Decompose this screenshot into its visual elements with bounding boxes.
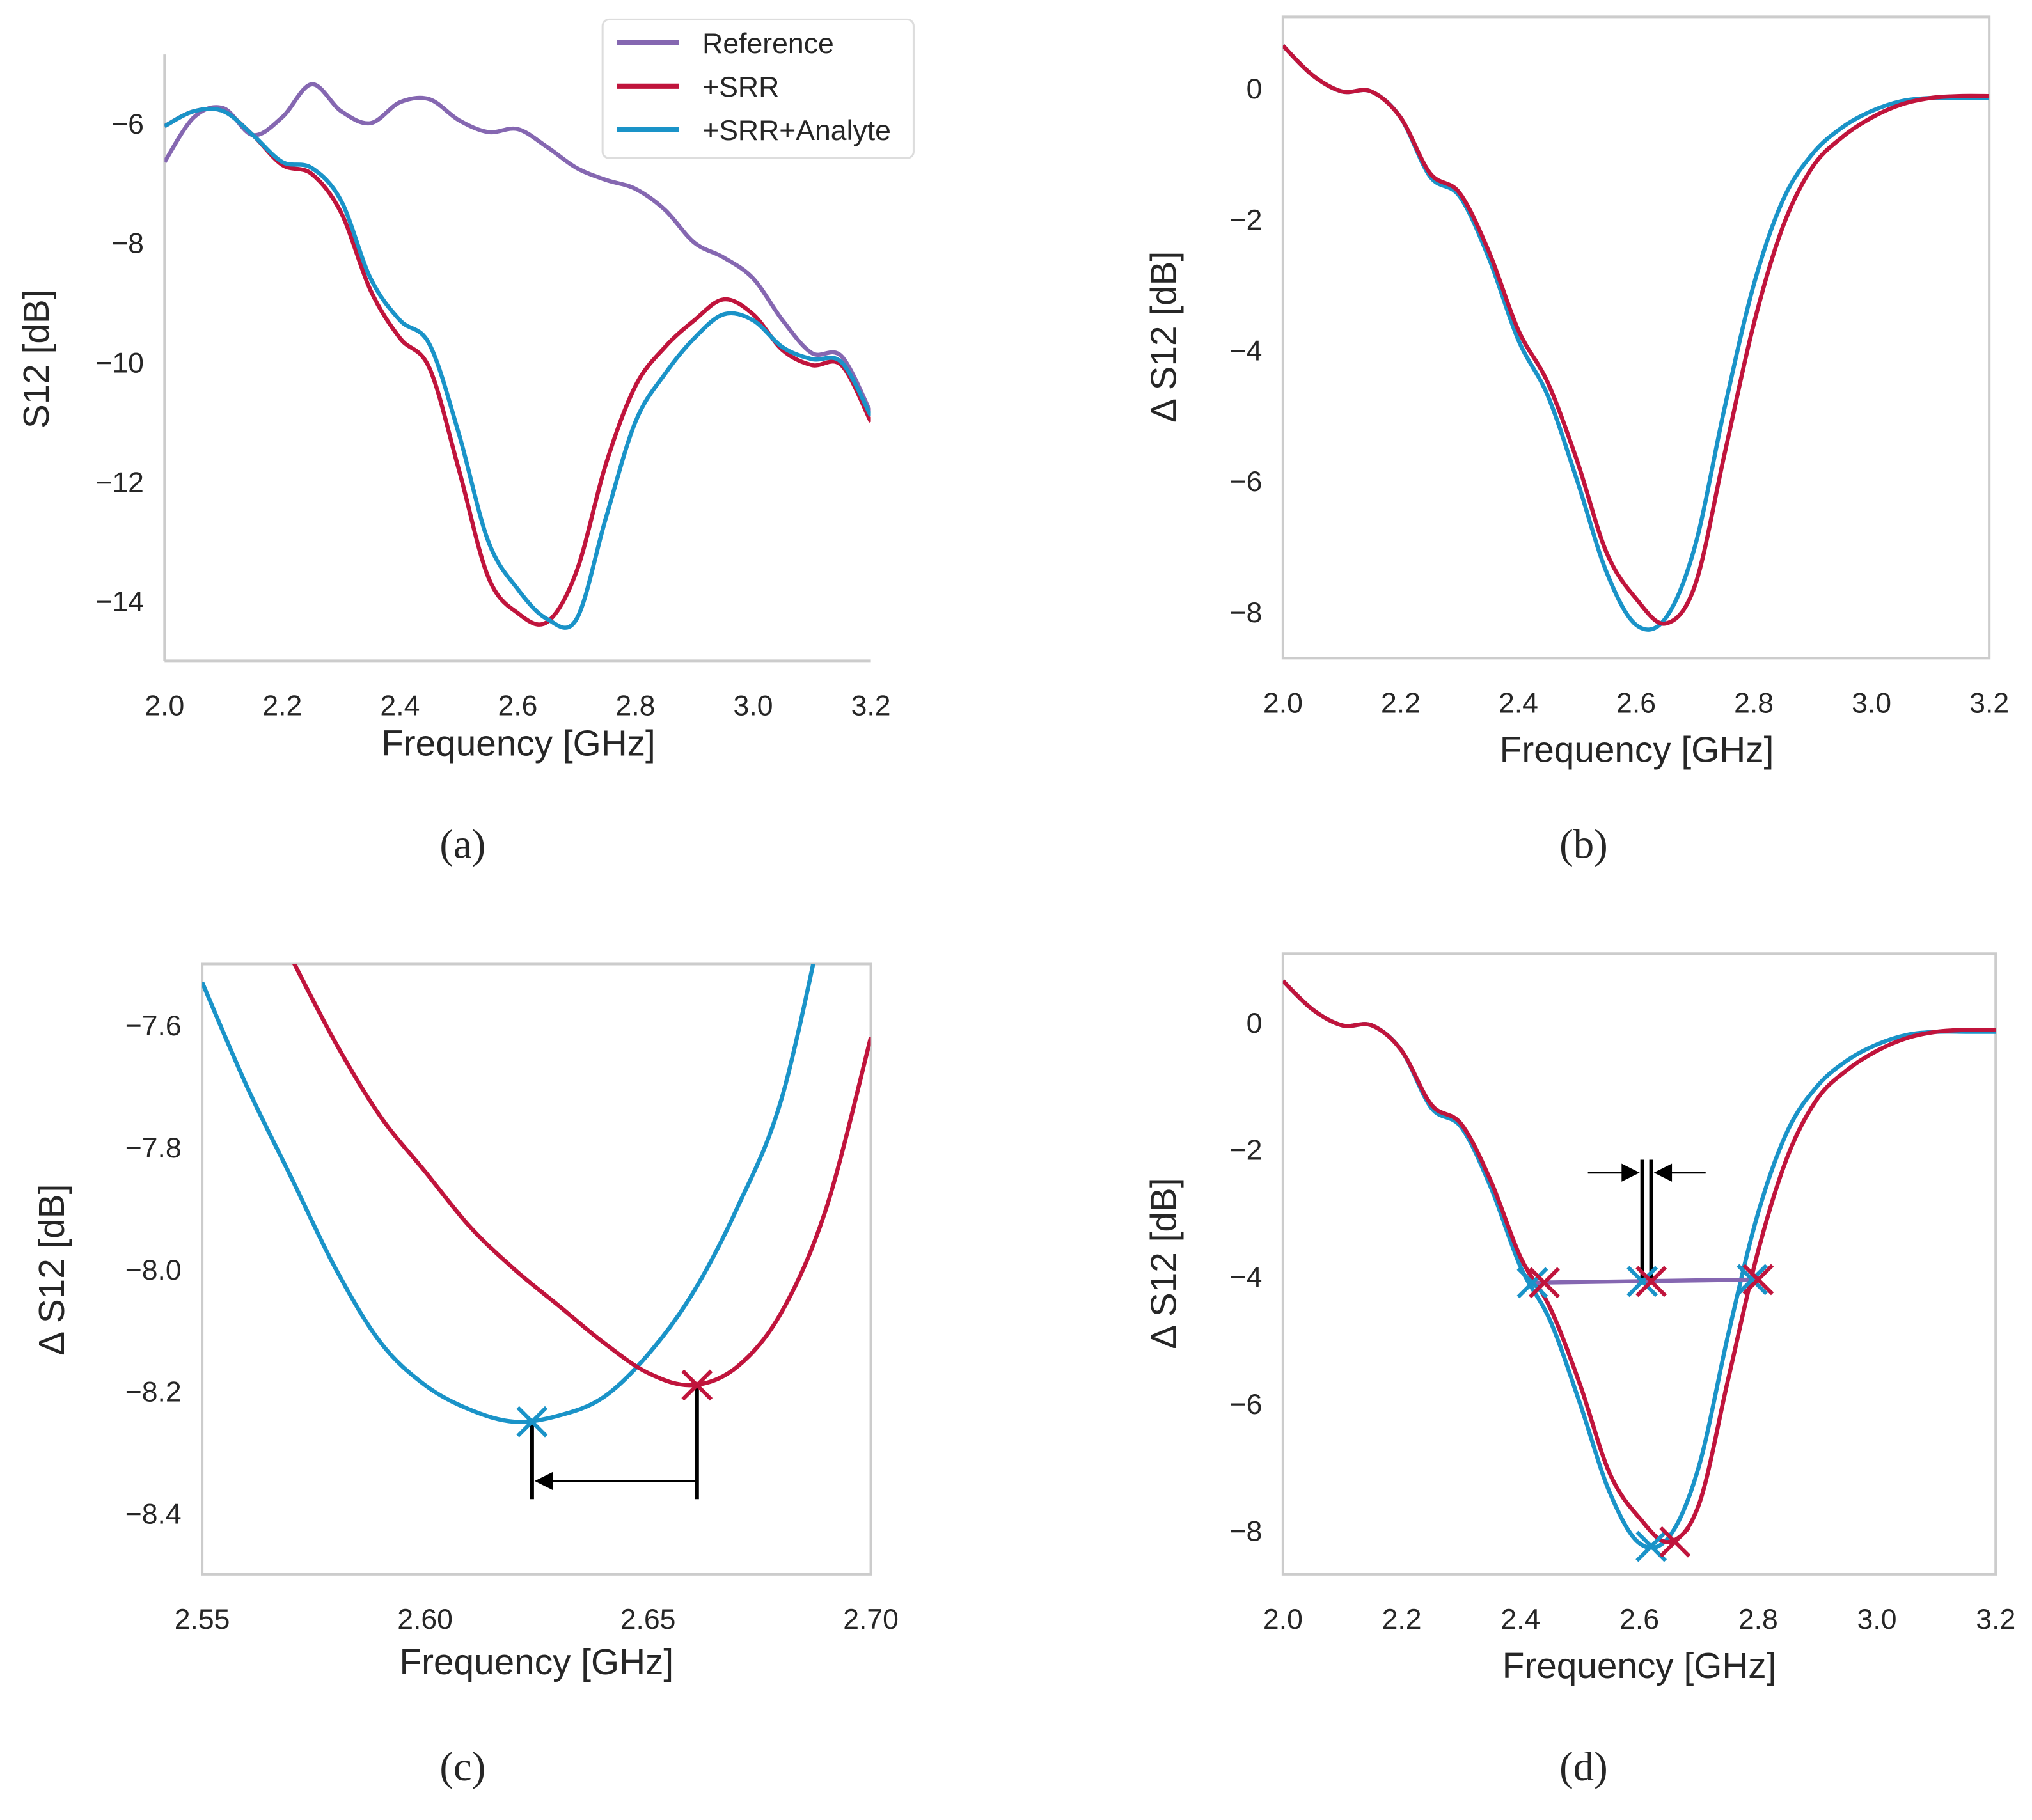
y-tick-label: −8 <box>1230 1516 1263 1547</box>
y-tick-label: 0 <box>1247 74 1263 105</box>
y-tick-label: −12 <box>95 467 144 498</box>
x-tick-label: 2.6 <box>498 690 537 721</box>
cross-marker <box>1516 1267 1548 1299</box>
x-tick-label: 2.6 <box>1616 687 1656 719</box>
series-line <box>202 964 815 1424</box>
x-axis-label: Frequency [GHz] <box>381 723 656 764</box>
y-tick-label: −7.6 <box>125 1010 182 1042</box>
y-tick-label: −2 <box>1230 205 1263 236</box>
axes-frame <box>201 962 872 1576</box>
series-line <box>1282 979 1996 1550</box>
cross-stroke <box>1626 1266 1658 1298</box>
y-tick-label: −6 <box>1230 1389 1263 1420</box>
y-tick-label: −4 <box>1230 336 1263 367</box>
cross-stroke <box>1659 1526 1691 1558</box>
x-tick-label: 2.55 <box>175 1604 230 1635</box>
series-line <box>164 82 871 414</box>
legend-label: Reference <box>702 28 834 59</box>
cross-stroke <box>1635 1266 1667 1298</box>
y-tick-label: −8.4 <box>125 1499 182 1530</box>
cross-stroke <box>516 1406 548 1438</box>
legend-box <box>601 18 915 159</box>
x-tick-label: 2.0 <box>1263 687 1303 719</box>
y-tick-label: −14 <box>95 586 144 618</box>
y-axis-label: Δ S12 [dB] <box>1144 1177 1185 1349</box>
panel-label: (d) <box>1559 1744 1608 1790</box>
x-tick-label: 2.0 <box>1263 1604 1303 1635</box>
cross-stroke <box>1737 1264 1768 1296</box>
x-tick-label: 3.0 <box>734 690 773 721</box>
axes-frame <box>1281 15 1991 660</box>
y-tick-label: −8.0 <box>125 1255 182 1286</box>
y-tick-label: −6 <box>1230 466 1263 498</box>
series-line <box>1282 44 1990 632</box>
x-tick-label: 3.0 <box>1852 687 1891 719</box>
x-tick-label: 2.8 <box>1734 687 1774 719</box>
x-tick-label: 3.2 <box>1969 687 2009 719</box>
x-tick-label: 2.4 <box>1499 687 1538 719</box>
y-axis-label: Δ S12 [dB] <box>1144 251 1185 423</box>
x-axis-label: Frequency [GHz] <box>1502 1646 1777 1686</box>
cross-stroke <box>1516 1267 1548 1299</box>
arrow-head <box>1621 1163 1640 1182</box>
series-line <box>164 106 871 627</box>
x-tick-label: 2.65 <box>620 1604 676 1635</box>
x-tick-label: 2.4 <box>1500 1604 1540 1635</box>
series-line <box>1282 979 1996 1544</box>
x-tick-label: 2.4 <box>380 690 420 721</box>
cross-marker <box>1742 1264 1774 1296</box>
x-tick-label: 2.8 <box>1738 1604 1778 1635</box>
series-line <box>1282 44 1990 626</box>
cross-marker <box>1626 1266 1658 1298</box>
x-tick-label: 2.60 <box>397 1604 453 1635</box>
axes-frame <box>1281 952 1997 1576</box>
x-tick-label: 2.6 <box>1619 1604 1659 1635</box>
x-tick-label: 2.8 <box>616 690 656 721</box>
x-tick-label: 2.2 <box>1382 1604 1422 1635</box>
x-tick-label: 3.2 <box>851 690 891 721</box>
panel-label: (b) <box>1559 821 1608 867</box>
y-tick-label: −8.2 <box>125 1377 182 1408</box>
y-tick-label: −8 <box>111 228 144 260</box>
legend-label: +SRR+Analyte <box>702 115 891 146</box>
x-axis-label: Frequency [GHz] <box>1500 730 1774 770</box>
cross-stroke <box>1742 1264 1774 1296</box>
cross-stroke <box>681 1369 713 1401</box>
y-tick-label: −8 <box>1230 597 1263 629</box>
panel-label: (c) <box>439 1744 485 1790</box>
y-tick-label: −2 <box>1230 1134 1263 1166</box>
panel-label: (a) <box>439 821 485 867</box>
cross-stroke <box>1529 1267 1560 1299</box>
x-axis-label: Frequency [GHz] <box>399 1642 673 1683</box>
x-tick-label: 3.2 <box>1976 1604 2015 1635</box>
y-tick-label: −7.8 <box>125 1133 182 1164</box>
legend-label: +SRR <box>702 72 779 103</box>
cross-marker <box>681 1369 713 1401</box>
x-tick-label: 2.2 <box>262 690 302 721</box>
cross-marker <box>1659 1526 1691 1558</box>
y-axis-label: S12 [dB] <box>17 289 57 428</box>
cross-marker <box>516 1406 548 1438</box>
x-tick-label: 2.2 <box>1381 687 1421 719</box>
series-line <box>292 964 871 1388</box>
arrow-head <box>1653 1163 1673 1182</box>
y-tick-label: −6 <box>111 109 144 140</box>
cross-marker <box>1737 1264 1768 1296</box>
x-tick-label: 2.70 <box>843 1604 899 1635</box>
series-line <box>164 106 871 630</box>
y-tick-label: −10 <box>95 347 144 379</box>
cross-stroke <box>1635 1530 1667 1562</box>
x-tick-label: 3.0 <box>1857 1604 1897 1635</box>
y-tick-label: −4 <box>1230 1262 1263 1293</box>
y-axis-label: Δ S12 [dB] <box>32 1184 72 1356</box>
y-tick-label: 0 <box>1247 1008 1263 1039</box>
arrow-head <box>534 1471 553 1491</box>
x-tick-label: 2.0 <box>145 690 184 721</box>
cross-marker <box>1635 1266 1667 1298</box>
cross-marker <box>1529 1267 1560 1299</box>
